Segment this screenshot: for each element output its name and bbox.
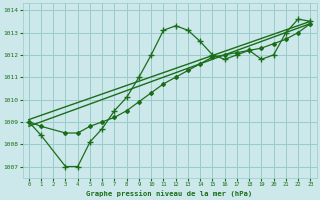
- X-axis label: Graphe pression niveau de la mer (hPa): Graphe pression niveau de la mer (hPa): [86, 190, 253, 197]
